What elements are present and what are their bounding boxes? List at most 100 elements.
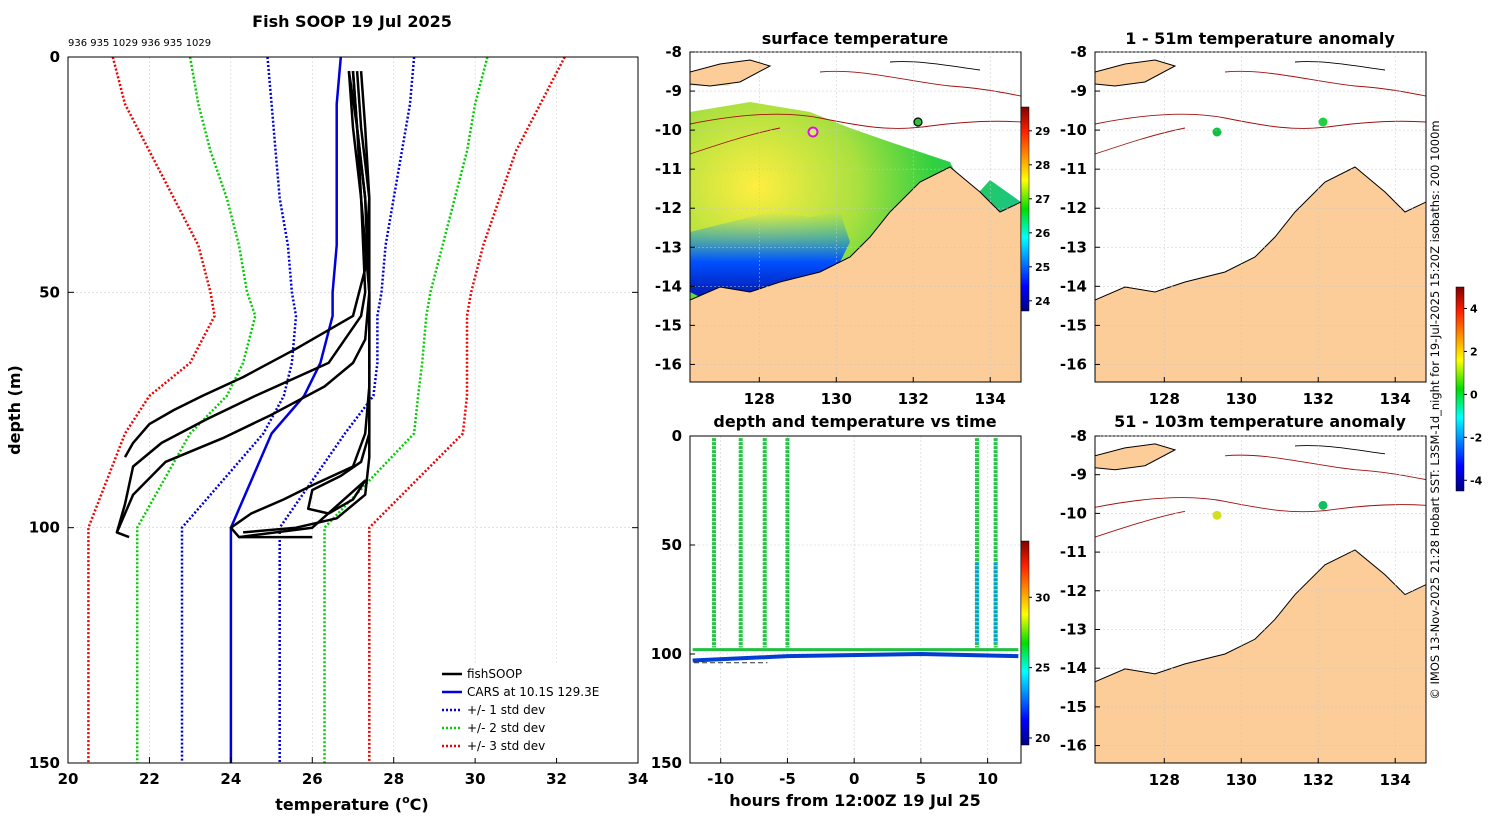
- map-tick-label-y: -12: [655, 199, 682, 217]
- anomaly-upper-panel: 1 - 51m temperature anomaly 128 130 132 134…: [1060, 29, 1427, 408]
- series-line: [135, 56, 257, 763]
- colorbar-tick-label: 30: [1035, 591, 1051, 604]
- map-tick-label-y: -14: [1060, 277, 1087, 295]
- colorbar-tick-label: 24: [1035, 295, 1051, 308]
- profile-ticks: 20 22 24 26 28 30 32 34 0 50 100 150: [29, 48, 649, 788]
- anomaly-upper-marker-west: [1212, 127, 1222, 137]
- sst-colorbar: [1020, 106, 1030, 312]
- anomaly-lower-marker-west: [1212, 510, 1222, 520]
- map-tick-label-y: -11: [1060, 543, 1087, 561]
- bottom-trace: [692, 651, 1019, 663]
- anomaly-lower-marker-east: [1318, 500, 1328, 510]
- map-tick-label-y: -10: [1060, 121, 1087, 139]
- colorbar-tick-label: 27: [1035, 193, 1050, 206]
- colorbar-tick-label: 28: [1035, 159, 1050, 172]
- series-line: [229, 56, 343, 763]
- anomaly-upper-marker-east: [1318, 117, 1328, 127]
- legend-entry-cars: CARS at 10.1S 129.3E: [467, 685, 599, 699]
- legend-entry-fishsoop: fishSOOP: [467, 667, 522, 681]
- tick-label-y: 100: [29, 519, 60, 537]
- tick-label-x: 10: [977, 770, 998, 788]
- map-tick-label-y: -14: [655, 277, 682, 295]
- map-tick-label-x: 130: [1226, 771, 1257, 789]
- colorbar-tick-label: 20: [1035, 732, 1051, 745]
- map-tick-label-y: -9: [1070, 466, 1087, 484]
- sst-map-ticks: 128 130 132 134 -8 -9 -10 -11 -12 -13 -14 -15 -16: [655, 43, 1021, 408]
- time-colorbar: [1020, 540, 1030, 746]
- colorbar-tick-label: 26: [1035, 227, 1051, 240]
- map-tick-label-y: -10: [655, 121, 682, 139]
- map-tick-label-y: -9: [665, 82, 682, 100]
- map-tick-label-x: 134: [1380, 390, 1411, 408]
- anomaly-upper-ticks: 128 130 132 134 -8 -9 -10 -11 -12 -13 -14 -15 -16: [1060, 43, 1426, 408]
- tick-label-x: -5: [779, 770, 796, 788]
- tick-label-y: 50: [661, 536, 682, 554]
- tick-label-y: 50: [39, 283, 60, 301]
- legend-entry-3std: +/- 3 std dev: [467, 739, 545, 753]
- sst-colorbar-ticks: 24 25 26 27 28 29: [1029, 125, 1051, 308]
- colorbar-tick-label: 25: [1035, 662, 1050, 675]
- map-tick-label-x: 132: [1303, 771, 1334, 789]
- profile-legend: fishSOOP CARS at 10.1S 129.3E +/- 1 std …: [436, 665, 632, 758]
- profile-title: Fish SOOP 19 Jul 2025: [252, 12, 452, 31]
- map-tick-label-x: 134: [975, 390, 1006, 408]
- map-tick-label-y: -12: [1060, 199, 1087, 217]
- anomaly-lower-map: [1095, 436, 1426, 763]
- tick-label-x: 32: [546, 770, 567, 788]
- time-panel: depth and temperature vs time -10 -5 0 5 100…: [651, 412, 1051, 810]
- profile-grid: [67, 56, 639, 764]
- anomaly-colorbar-ticks: 4 2 0 -2 -4: [1464, 302, 1483, 487]
- map-tick-label-y: -15: [1060, 698, 1087, 716]
- colorbar-tick-label: 0: [1470, 388, 1478, 401]
- tick-label-x: 0: [849, 770, 859, 788]
- map-tick-label-y: -8: [665, 43, 682, 61]
- map-tick-label-y: -8: [1070, 43, 1087, 61]
- sst-map-title: surface temperature: [762, 29, 949, 48]
- tick-label-y: 150: [29, 754, 60, 772]
- map-tick-label-y: -13: [1060, 620, 1087, 638]
- colorbar-tick-label: -2: [1470, 431, 1482, 444]
- map-tick-label-x: 130: [1226, 390, 1257, 408]
- map-tick-label-x: 128: [744, 390, 775, 408]
- profile-subtitle: 936 935 1029 936 935 1029: [68, 38, 211, 49]
- map-tick-label-y: -8: [1070, 427, 1087, 445]
- map-tick-label-y: -14: [1060, 659, 1087, 677]
- time-panel-data: [690, 435, 1021, 764]
- tick-label-y: 100: [651, 645, 682, 663]
- anomaly-lower-ticks: 128 130 132 134 -8 -9 -10 -11 -12 -13 -14 -15 -16: [1060, 427, 1426, 789]
- colorbar-tick-label: -4: [1470, 474, 1483, 487]
- map-tick-label-y: -12: [1060, 582, 1087, 600]
- profile-ylabel: depth (m): [5, 365, 24, 455]
- colorbar-tick-label: 4: [1470, 302, 1478, 315]
- series-line: [229, 71, 371, 539]
- sst-station-marker-west: [807, 126, 819, 138]
- map-tick-label-y: -11: [655, 160, 682, 178]
- profile-axes-box: [67, 56, 639, 764]
- tick-label-x: 26: [302, 770, 323, 788]
- anomaly-upper-title: 1 - 51m temperature anomaly: [1125, 29, 1395, 48]
- series-line: [87, 56, 216, 763]
- time-panel-title: depth and temperature vs time: [713, 412, 996, 431]
- tick-label-x: 24: [220, 770, 241, 788]
- map-tick-label-y: -16: [1060, 355, 1087, 373]
- time-panel-xlabel: hours from 12:00Z 19 Jul 25: [729, 791, 980, 810]
- map-tick-label-y: -10: [1060, 504, 1087, 522]
- colorbar-tick-label: 25: [1035, 261, 1050, 274]
- map-tick-label-y: -15: [655, 316, 682, 334]
- anomaly-lower-panel: 51 - 103m temperature anomaly 128 130 132 1…: [1060, 412, 1427, 789]
- map-tick-label-y: -16: [655, 355, 682, 373]
- map-tick-label-x: 128: [1149, 771, 1180, 789]
- tick-label-x: 22: [139, 770, 160, 788]
- colorbar-tick-label: 29: [1035, 125, 1050, 138]
- tick-label-y: 150: [651, 754, 682, 772]
- series-line: [123, 71, 371, 458]
- tick-label-y: 0: [50, 48, 60, 66]
- sst-map-area: [690, 52, 1021, 382]
- tick-label-x: 20: [58, 770, 79, 788]
- map-tick-label-y: -15: [1060, 316, 1087, 334]
- map-tick-label-y: -13: [655, 238, 682, 256]
- profile-panel: Fish SOOP 19 Jul 2025 936 935 1029 936 9…: [5, 12, 648, 814]
- anomaly-lower-title: 51 - 103m temperature anomaly: [1114, 412, 1406, 431]
